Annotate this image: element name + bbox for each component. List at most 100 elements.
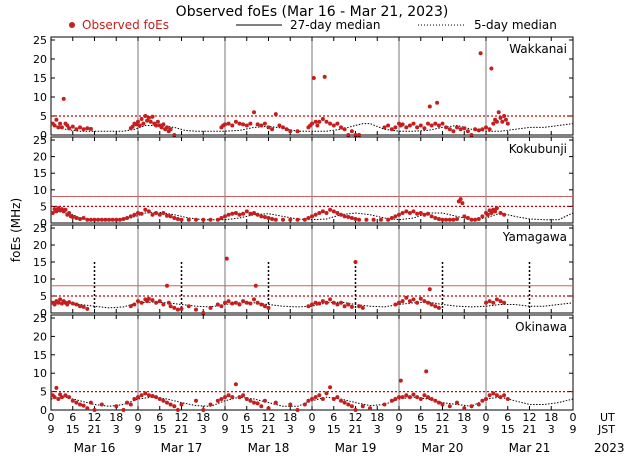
observed-point <box>121 217 126 221</box>
observed-point <box>491 391 496 396</box>
jst-tick-label: 15 <box>501 423 515 436</box>
observed-point <box>302 217 307 222</box>
observed-point <box>328 121 333 126</box>
observed-point <box>422 393 427 398</box>
observed-point <box>259 123 264 128</box>
observed-point <box>422 126 427 131</box>
observed-point <box>159 125 164 130</box>
y-tick-label: 5 <box>40 290 47 303</box>
date-label: Mar 19 <box>335 441 377 455</box>
observed-point <box>494 206 499 211</box>
observed-point <box>168 304 173 309</box>
observed-point <box>328 385 333 390</box>
observed-point <box>155 119 160 124</box>
ut-tick-label: 12 <box>349 411 363 424</box>
ut-tick-label: 18 <box>544 411 558 424</box>
observed-point <box>241 211 246 216</box>
observed-point <box>480 214 485 219</box>
observed-point <box>335 302 340 307</box>
observed-point <box>139 211 144 216</box>
observed-point <box>302 402 307 407</box>
observed-point <box>70 124 75 129</box>
observed-point <box>125 216 130 220</box>
ut-tick-label: 6 <box>504 411 511 424</box>
panel-wakkanai: 0 5 10 15 20 25 Wakkanai <box>33 34 574 142</box>
observed-point <box>322 74 327 79</box>
y-tick-label: 20 <box>33 239 47 252</box>
observed-point <box>168 127 173 132</box>
observed-point <box>489 211 494 215</box>
observed-point <box>315 123 320 128</box>
observed-point <box>455 217 459 221</box>
y-tick-label: 10 <box>33 367 47 380</box>
observed-point <box>146 209 151 214</box>
observed-point <box>489 66 494 71</box>
observed-point <box>172 305 177 310</box>
observed-point <box>389 216 394 220</box>
observed-point <box>50 211 55 215</box>
observed-point <box>78 304 82 309</box>
observed-point <box>418 123 423 128</box>
observed-point <box>342 304 347 309</box>
jst-tick-label: 15 <box>327 423 341 436</box>
observed-point <box>208 305 213 310</box>
ut-tick-label: 0 <box>222 411 229 424</box>
ut-tick-label: 18 <box>370 411 384 424</box>
observed-point <box>114 217 119 222</box>
observed-point <box>284 127 289 132</box>
observed-point <box>226 299 231 304</box>
observed-point <box>433 304 438 309</box>
observed-point <box>262 215 267 219</box>
observed-point <box>426 395 430 400</box>
observed-point <box>241 299 246 304</box>
y-tick-label: 5 <box>40 110 47 123</box>
observed-point <box>223 214 227 219</box>
observed-point <box>487 299 492 304</box>
observed-point <box>415 211 420 216</box>
observed-point <box>270 217 275 221</box>
observed-point <box>128 304 133 309</box>
observed-point <box>233 119 238 124</box>
observed-point <box>458 127 463 132</box>
observed-point <box>88 217 93 222</box>
observed-point <box>226 212 231 217</box>
observed-point <box>349 129 354 134</box>
observed-point <box>208 217 213 222</box>
observed-point <box>58 297 63 302</box>
observed-point <box>110 217 115 222</box>
y-tick-label: 10 <box>33 91 47 104</box>
jst-tick-label: 3 <box>374 423 381 436</box>
observed-point <box>132 212 137 217</box>
observed-point <box>353 408 358 412</box>
observed-point <box>81 403 86 408</box>
observed-point <box>248 211 253 216</box>
observed-point <box>487 127 492 132</box>
observed-point <box>85 406 90 411</box>
observed-point <box>172 404 177 409</box>
observed-point <box>502 393 507 398</box>
observed-point <box>179 217 184 222</box>
observed-point <box>215 217 220 222</box>
observed-point <box>85 306 90 311</box>
jst-tick-label: 3 <box>113 423 120 436</box>
observed-point <box>339 398 343 403</box>
observed-point <box>168 214 173 219</box>
observed-point <box>262 398 267 403</box>
observed-point <box>331 209 336 214</box>
observed-point <box>447 217 452 222</box>
observed-point <box>311 76 316 80</box>
observed-point <box>476 402 481 407</box>
observed-point <box>360 404 365 409</box>
observed-point <box>157 397 162 401</box>
observed-point <box>404 393 409 398</box>
observed-point <box>54 117 59 122</box>
date-label: Mar 21 <box>509 441 551 455</box>
legend-median5-label: 5-day median <box>474 18 557 32</box>
observed-point <box>411 392 416 397</box>
observed-point <box>215 398 220 403</box>
jst-tick-label: 21 <box>88 423 102 436</box>
observed-point <box>208 402 213 407</box>
observed-point <box>397 300 401 305</box>
observed-point <box>56 125 61 130</box>
